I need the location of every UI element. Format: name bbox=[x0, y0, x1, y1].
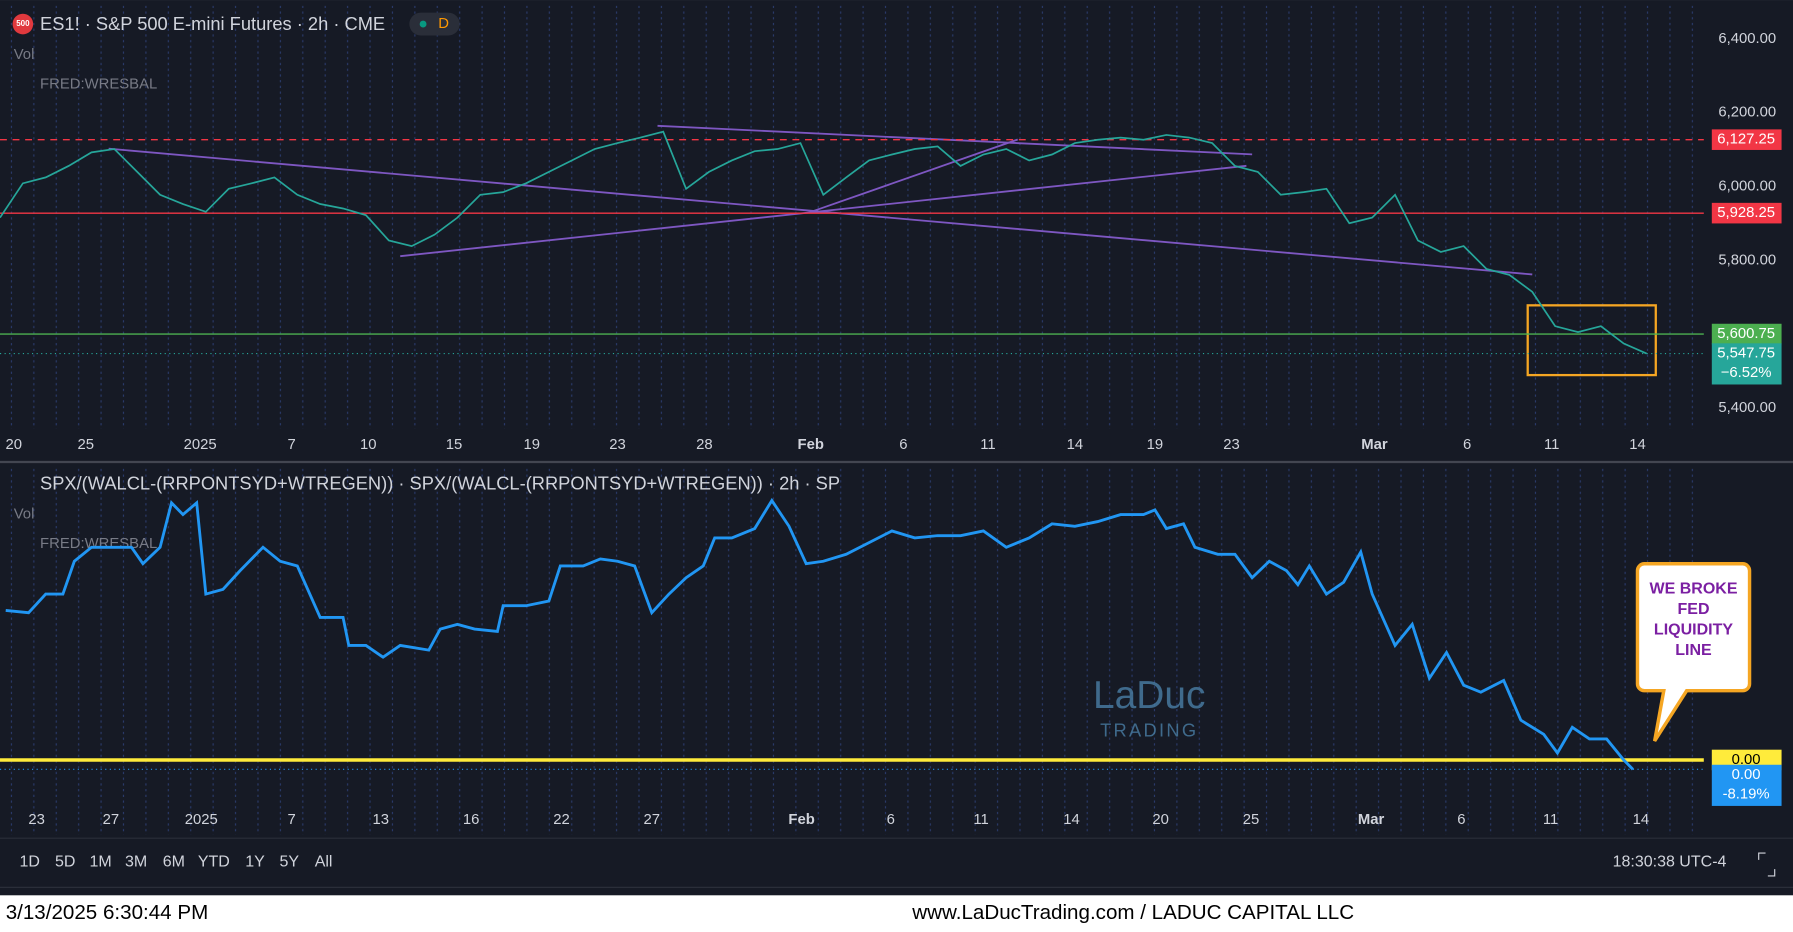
x-tick-label: 14 bbox=[1063, 812, 1080, 828]
y-tick-label: 6,000.00 bbox=[1718, 179, 1776, 195]
footer-site: www.LaDucTrading.com / LADUC CAPITAL LLC bbox=[911, 901, 1354, 924]
symbol-icon bbox=[12, 13, 34, 35]
fred-label: FRED:WRESBAL bbox=[40, 77, 157, 93]
timeframe-button[interactable]: All bbox=[315, 853, 333, 870]
x-tick-label: 23 bbox=[28, 812, 45, 828]
highlight-box bbox=[1526, 304, 1657, 377]
last-change: −6.52% bbox=[1721, 365, 1772, 381]
x-tick-label: Mar bbox=[1358, 812, 1385, 828]
watermark: TRADING bbox=[1100, 720, 1198, 741]
timeframe-button[interactable]: 1Y bbox=[245, 853, 265, 870]
vol-label: Vol bbox=[14, 507, 35, 523]
chart-title: SPX/(WALCL-(RRPONTSYD+WTREGEN)) · SPX/(W… bbox=[40, 473, 840, 494]
callout bbox=[1635, 562, 1752, 742]
x-tick-label: 20 bbox=[1152, 812, 1169, 828]
x-tick-label: 19 bbox=[523, 437, 540, 453]
vol-label: Vol bbox=[14, 47, 35, 63]
fred-label: FRED:WRESBAL bbox=[40, 536, 157, 552]
data-line bbox=[5, 497, 1634, 771]
status-dot bbox=[419, 20, 427, 28]
timeframe-button[interactable]: 3M bbox=[125, 853, 147, 870]
timeframe-button[interactable]: 1D bbox=[20, 853, 40, 870]
y-tick-label: 6,200.00 bbox=[1718, 105, 1776, 121]
footer bbox=[0, 895, 1793, 932]
x-tick-label: 28 bbox=[696, 437, 713, 453]
interval-badge bbox=[409, 12, 460, 36]
x-tick-label: 14 bbox=[1067, 437, 1084, 453]
chart-title: ES1! · S&P 500 E-mini Futures · 2h · CME bbox=[40, 13, 385, 34]
level-label-bg bbox=[1711, 323, 1782, 345]
x-tick-label: 23 bbox=[609, 437, 626, 453]
x-tick-label: 20 bbox=[5, 437, 22, 453]
x-tick-label: 6 bbox=[887, 812, 895, 828]
data-line bbox=[0, 130, 1647, 355]
x-tick-label: 22 bbox=[553, 812, 570, 828]
session-lines bbox=[0, 466, 1704, 835]
y-tick-label: 6,400.00 bbox=[1718, 31, 1776, 47]
x-tick-label: 11 bbox=[973, 812, 988, 828]
x-tick-label: Feb bbox=[798, 437, 824, 453]
last-change: -8.19% bbox=[1723, 786, 1770, 802]
x-tick-label: 14 bbox=[1633, 812, 1650, 828]
x-tick-label: Feb bbox=[788, 812, 814, 828]
fullscreen-icon[interactable] bbox=[1758, 852, 1776, 877]
x-tick-label: 19 bbox=[1147, 437, 1164, 453]
x-tick-label: 6 bbox=[1457, 812, 1465, 828]
watermark: LaDuc bbox=[1093, 674, 1205, 717]
x-tick-label: 25 bbox=[77, 437, 94, 453]
x-tick-label: Mar bbox=[1361, 437, 1388, 453]
x-tick-label: 11 bbox=[1544, 437, 1559, 453]
x-tick-label: 10 bbox=[360, 437, 377, 453]
x-tick-label: 13 bbox=[373, 812, 390, 828]
session-lines bbox=[0, 5, 1704, 429]
last-label: 5,547.75 bbox=[1717, 346, 1775, 362]
level-label: 6,127.25 bbox=[1717, 132, 1775, 148]
x-tick-label: 25 bbox=[1243, 812, 1260, 828]
trend-lines bbox=[108, 124, 1533, 276]
y-tick-label: 5,800.00 bbox=[1718, 252, 1776, 268]
x-tick-label: 2025 bbox=[185, 812, 218, 828]
x-tick-label: 27 bbox=[644, 812, 661, 828]
x-tick-label: 16 bbox=[463, 812, 480, 828]
callout-box: WE BROKE FED LIQUIDITY LINE bbox=[1649, 578, 1738, 659]
x-tick-label: 6 bbox=[1463, 437, 1471, 453]
level-label: 5,928.25 bbox=[1717, 205, 1775, 221]
callout-text: WE BROKE FED LIQUIDITY LINE bbox=[1649, 578, 1738, 659]
x-tick-label: 7 bbox=[287, 437, 295, 453]
x-tick-label: 11 bbox=[1543, 812, 1558, 828]
x-tick-label: 15 bbox=[446, 437, 463, 453]
timeframe-button[interactable]: 6M bbox=[163, 853, 185, 870]
timeframe-button[interactable]: 5D bbox=[55, 853, 75, 870]
last-label: 0.00 bbox=[1732, 767, 1761, 783]
timeframe-button[interactable]: 1M bbox=[90, 853, 112, 870]
level-label: 5,600.75 bbox=[1717, 326, 1775, 342]
interval: D bbox=[438, 16, 449, 32]
footer-date: 3/13/2025 6:30:44 PM bbox=[6, 901, 209, 924]
x-tick-label: 11 bbox=[980, 437, 995, 453]
symbol-icon-text: 500 bbox=[16, 19, 30, 28]
timeframe-button[interactable]: YTD bbox=[198, 853, 230, 870]
x-tick-label: 23 bbox=[1223, 437, 1240, 453]
last-label-bg bbox=[1711, 764, 1782, 806]
x-tick-label: 6 bbox=[899, 437, 907, 453]
clock: 18:30:38 UTC-4 bbox=[1613, 853, 1727, 870]
x-tick-label: 7 bbox=[287, 812, 295, 828]
last-label-bg bbox=[1711, 343, 1782, 385]
y-tick-label: 5,400.00 bbox=[1718, 400, 1776, 416]
level-label-bg bbox=[1711, 129, 1782, 150]
x-tick-label: 2025 bbox=[184, 437, 217, 453]
x-tick-label: 27 bbox=[103, 812, 120, 828]
x-tick-label: 14 bbox=[1629, 437, 1646, 453]
timeframe-button[interactable]: 5Y bbox=[280, 853, 300, 870]
level-label-bg bbox=[1711, 202, 1782, 224]
level-label: 0.00 bbox=[1732, 752, 1761, 768]
